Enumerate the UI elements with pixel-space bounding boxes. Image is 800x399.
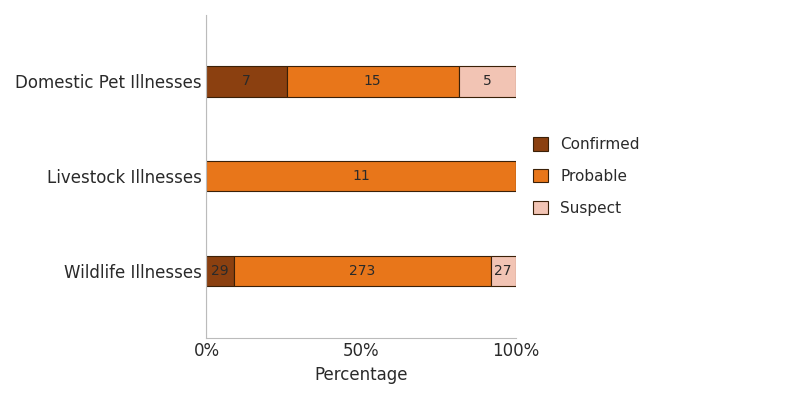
Text: 5: 5 — [483, 75, 492, 89]
Bar — [234, 256, 490, 286]
Bar — [206, 161, 516, 192]
Bar — [206, 66, 286, 97]
Bar — [206, 256, 234, 286]
Text: 7: 7 — [242, 75, 251, 89]
Text: 273: 273 — [349, 264, 375, 278]
Bar — [458, 66, 516, 97]
Text: 27: 27 — [494, 264, 512, 278]
Legend: Confirmed, Probable, Suspect: Confirmed, Probable, Suspect — [526, 131, 646, 222]
Bar — [286, 66, 458, 97]
X-axis label: Percentage: Percentage — [314, 366, 408, 384]
Bar — [490, 256, 516, 286]
Text: 29: 29 — [211, 264, 229, 278]
Text: 11: 11 — [352, 169, 370, 183]
Text: 15: 15 — [364, 75, 382, 89]
